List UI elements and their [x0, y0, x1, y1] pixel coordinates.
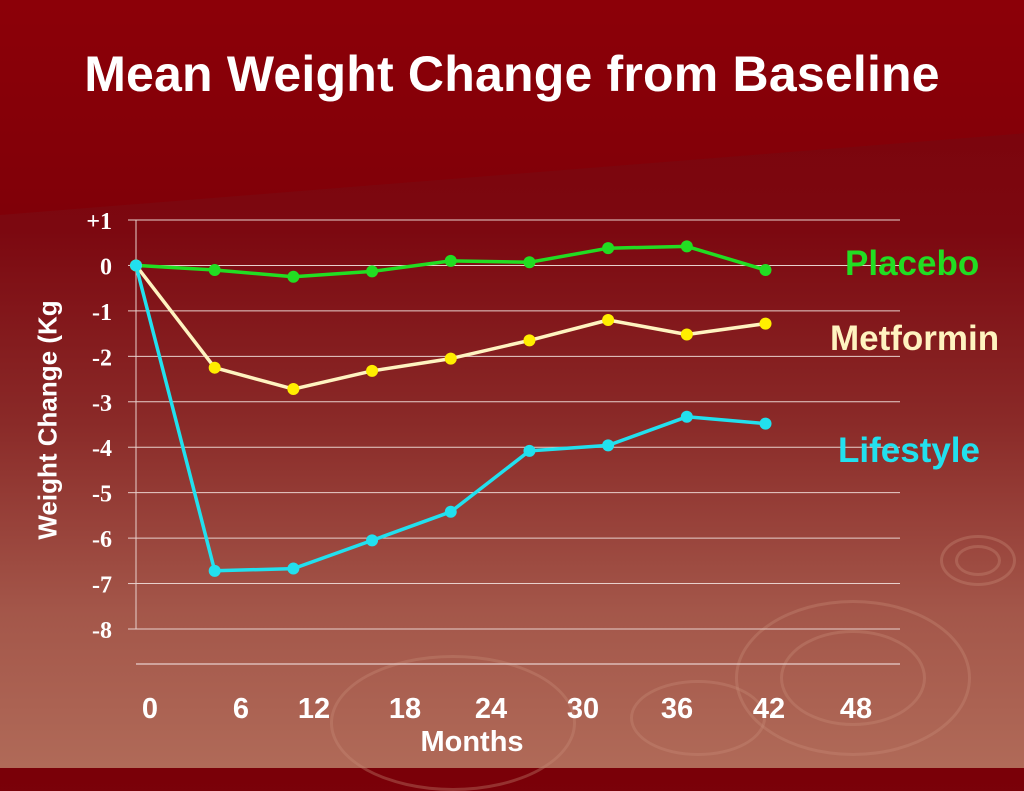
data-point — [208, 263, 221, 276]
data-point — [523, 256, 536, 269]
data-point — [680, 410, 693, 423]
data-point — [366, 534, 379, 547]
data-point — [287, 383, 300, 396]
x-tick-label: 6 — [233, 693, 249, 725]
x-tick-label: 18 — [389, 693, 421, 725]
data-point — [523, 334, 536, 347]
data-point — [680, 240, 693, 253]
x-axis-label: Months — [420, 726, 524, 758]
data-point — [130, 259, 142, 272]
y-tick-label: -2 — [92, 345, 112, 371]
series-label-placebo: Placebo — [845, 244, 979, 283]
ripple-decoration — [955, 545, 1001, 576]
x-tick-label: 48 — [840, 693, 872, 725]
x-tick-label: 12 — [298, 693, 330, 725]
ripple-decoration — [735, 600, 971, 756]
ripple-decoration — [780, 630, 926, 726]
data-point — [602, 313, 615, 326]
data-point — [759, 263, 772, 276]
series-line-metformin — [134, 264, 766, 391]
y-tick-label: -8 — [92, 618, 112, 644]
x-tick-label: 0 — [142, 693, 158, 725]
data-point — [759, 317, 772, 330]
data-point — [366, 364, 379, 377]
data-point — [366, 265, 379, 278]
y-tick-label: 0 — [100, 254, 112, 280]
x-tick-label: 42 — [753, 693, 785, 725]
line-chart: +1 0 -1 -2 -3 -4 -5 -6 -7 -8 0 6 12 18 24 30 36 42 48 Plac… — [86, 209, 1000, 725]
data-point — [602, 439, 615, 452]
y-tick-label: -5 — [92, 482, 112, 508]
x-tick-label: 36 — [661, 693, 693, 725]
data-point — [208, 361, 221, 374]
series-label-lifestyle: Lifestyle — [838, 431, 980, 470]
series-label-metformin: Metformin — [830, 319, 999, 358]
x-tick-label: 30 — [567, 693, 599, 725]
data-point — [444, 505, 457, 518]
data-point — [680, 328, 693, 341]
y-tick-label: -7 — [92, 573, 112, 599]
y-tick-label: -1 — [92, 300, 112, 326]
data-point — [523, 444, 536, 457]
y-tick-label: -4 — [92, 436, 112, 462]
y-tick-label: -3 — [92, 391, 112, 417]
data-point — [444, 254, 457, 267]
data-point — [287, 562, 300, 575]
data-point — [287, 270, 300, 283]
page-title: Mean Weight Change from Baseline — [84, 46, 940, 102]
data-point — [444, 352, 457, 365]
y-tick-label: +1 — [86, 209, 112, 235]
ripple-decoration — [940, 535, 1016, 586]
y-tick-label: -6 — [92, 527, 112, 553]
x-tick-label: 24 — [475, 693, 507, 725]
data-point — [208, 564, 221, 577]
data-point — [602, 242, 615, 255]
ripple-decoration — [630, 680, 766, 756]
data-point — [759, 417, 772, 430]
